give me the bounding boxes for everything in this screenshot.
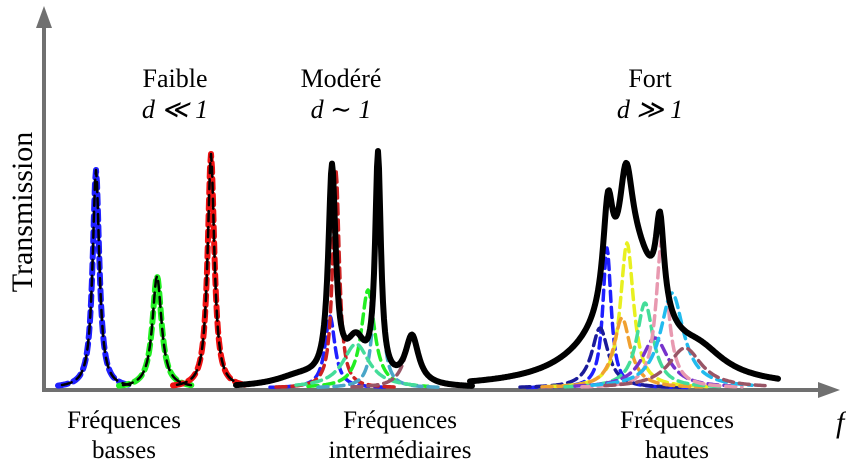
weak-total-2 [175,152,247,387]
weak-mode-0 [55,167,137,389]
x-axis-label: f [836,406,846,439]
regime-weak-condition: d ≪ 1 [142,95,208,124]
band-high-line1: Fréquences [620,407,734,434]
weak-mode-2 [170,151,252,389]
weak-total-1 [121,274,193,387]
strong-mode-8 [603,346,767,388]
band-high-line2: hautes [645,437,709,464]
strong-total [467,159,781,385]
regime-moderate-condition: d ∼ 1 [311,95,372,124]
regime-labels: Faible d ≪ 1 Modéré d ∼ 1 Fort d ≫ 1 [142,64,683,124]
curves [55,148,781,390]
regime-moderate-name: Modéré [301,64,382,93]
weak-total-0 [60,168,132,387]
weak-mode-1 [116,273,198,389]
x-axis-arrowhead [818,382,840,398]
y-axis-label: Transmission [6,132,39,293]
band-labels: Fréquences basses Fréquences intermédiai… [67,407,734,464]
regime-weak-name: Faible [143,64,208,93]
band-low-line1: Fréquences [67,407,181,434]
regime-strong-condition: d ≫ 1 [617,95,683,124]
band-low-line2: basses [92,437,156,464]
y-axis-arrowhead [36,6,52,28]
band-mid-line2: intermédiaires [329,437,472,464]
regime-strong-name: Fort [628,64,672,93]
moderate-mode-4 [294,342,418,387]
moderate-total [233,148,475,389]
axes [36,6,840,398]
band-mid-line1: Fréquences [343,407,457,434]
